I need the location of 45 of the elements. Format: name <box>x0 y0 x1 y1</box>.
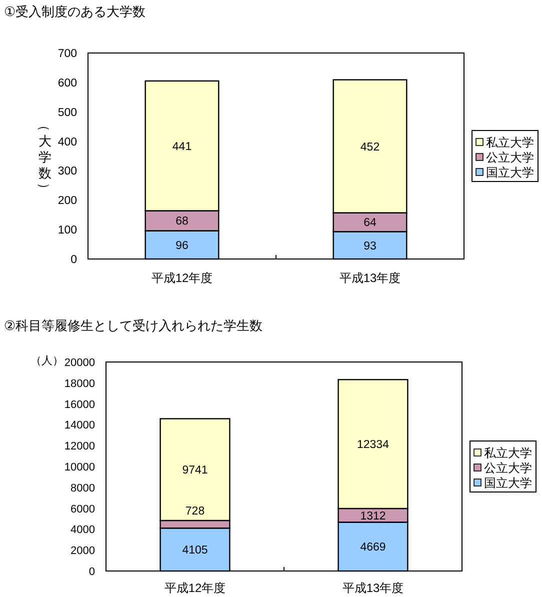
data-label: 93 <box>364 240 376 252</box>
data-label: 68 <box>176 216 188 228</box>
legend-label: 私立大学 <box>486 136 534 150</box>
y-tick-label: 300 <box>58 166 77 178</box>
y-tick-label: 12000 <box>64 440 95 453</box>
data-label: 4105 <box>182 544 208 557</box>
y-tick-label: 14000 <box>64 420 95 432</box>
y-tick-label: 2000 <box>70 545 95 558</box>
y-axis-title: （大学数） <box>37 118 52 196</box>
y-tick-label: 20000 <box>64 357 95 369</box>
data-label: 1312 <box>360 510 386 522</box>
data-label: 4669 <box>360 542 386 554</box>
legend-label: 公立大学 <box>484 461 532 475</box>
x-tick-label: 平成13年度 <box>342 581 404 595</box>
x-tick-label: 平成12年度 <box>151 271 213 285</box>
y-tick-label: 200 <box>58 195 77 208</box>
y-tick-label: 100 <box>58 224 77 237</box>
data-label: 452 <box>360 141 380 154</box>
y-tick-label: 500 <box>58 106 77 119</box>
legend-label: 公立大学 <box>486 150 534 164</box>
y-tick-label: 8000 <box>70 482 95 494</box>
chart-title: ②科目等履修生として受け入れられた学生数 <box>4 318 263 333</box>
y-axis-title: （人） <box>30 355 64 367</box>
data-label: 728 <box>185 505 205 518</box>
x-tick-label: 平成12年度 <box>164 581 226 595</box>
y-tick-label: 0 <box>88 566 95 578</box>
data-label: 441 <box>172 140 192 153</box>
legend-label: 国立大学 <box>484 476 532 490</box>
data-label: 9741 <box>182 464 208 477</box>
y-tick-label: 16000 <box>64 398 95 411</box>
data-label: 96 <box>176 240 188 252</box>
y-tick-label: 6000 <box>70 503 95 516</box>
data-label: 64 <box>364 217 377 230</box>
legend-label: 国立大学 <box>486 166 534 180</box>
x-tick-label: 平成13年度 <box>339 271 401 285</box>
y-tick-label: 400 <box>58 136 77 148</box>
data-label: 12334 <box>357 439 390 452</box>
chart-title: ①受入制度のある大学数 <box>4 4 146 19</box>
y-tick-label: 700 <box>58 48 77 60</box>
y-tick-label: 4000 <box>70 524 95 536</box>
y-tick-label: 600 <box>58 77 77 90</box>
y-tick-label: 18000 <box>64 378 95 390</box>
y-tick-label: 10000 <box>64 462 95 474</box>
legend-label: 私立大学 <box>484 446 532 460</box>
y-tick-label: 0 <box>70 254 77 266</box>
